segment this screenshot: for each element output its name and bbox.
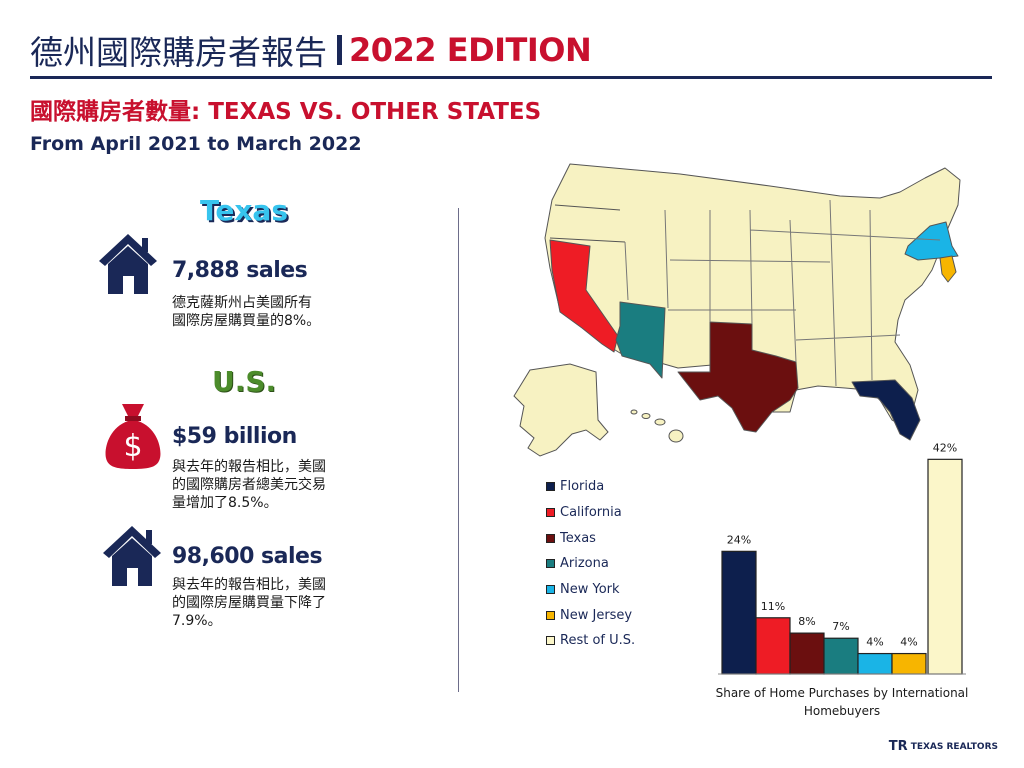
map-state-new-jersey xyxy=(939,255,957,283)
legend-swatch xyxy=(546,482,555,492)
us-dollar-desc-line: 與去年的報告相比，美國 xyxy=(172,459,326,475)
map-state-california xyxy=(549,239,619,353)
bar-value-label: 7% xyxy=(832,620,849,633)
map-state-alaska xyxy=(513,363,609,457)
chart-caption-line: Homebuyers xyxy=(803,704,881,718)
texas-desc-line: 德克薩斯州占美國所有 xyxy=(172,295,312,311)
subtitle: 國際購房者數量: TEXAS VS. OTHER STATES xyxy=(30,99,542,125)
map-state-new-york xyxy=(904,221,959,261)
legend-label: Rest of U.S. xyxy=(560,633,636,649)
bar-value-label: 11% xyxy=(761,600,785,613)
texas-heading: Texas xyxy=(200,194,288,227)
bar-value-label: 4% xyxy=(900,636,917,649)
bar-value-label: 24% xyxy=(727,533,751,546)
legend-swatch xyxy=(546,559,555,569)
legend-label: New Jersey xyxy=(560,607,633,623)
us-sales-description: 與去年的報告相比，美國 的國際房屋購買量下降了 7.9%。 xyxy=(172,576,326,630)
texas-realtors-logo[interactable]: TR TEXAS REALTORS xyxy=(889,739,998,754)
legend-item: Florida xyxy=(546,474,635,500)
bar-texas xyxy=(789,632,825,675)
us-sales-desc-line: 7.9%。 xyxy=(172,613,222,629)
realtors-logo-text: TEXAS REALTORS xyxy=(910,741,998,752)
legend-swatch xyxy=(546,610,555,620)
realtors-logo-mark: TR xyxy=(888,739,908,754)
us-dollar-description: 與去年的報告相比，美國 的國際購房者總美元交易 量增加了8.5%。 xyxy=(172,458,326,512)
us-sales-desc-line: 與去年的報告相比，美國 xyxy=(172,577,326,593)
legend-swatch xyxy=(546,508,555,518)
legend-swatch xyxy=(546,636,555,646)
us-dollar-desc-line: 的國際購房者總美元交易 xyxy=(172,477,326,493)
legend-item: New Jersey xyxy=(546,602,635,628)
texas-sales: 7,888 sales xyxy=(172,258,308,283)
bar-new-york xyxy=(857,652,893,675)
bar-rest-of-u-s xyxy=(927,458,963,675)
legend-label: Florida xyxy=(560,479,605,495)
bar-value-label: 8% xyxy=(798,615,815,628)
us-dollar-volume: $59 billion xyxy=(172,424,297,449)
us-sales: 98,600 sales xyxy=(172,544,323,569)
bar-value-label: 4% xyxy=(866,636,883,649)
map-state-arizona xyxy=(615,301,666,379)
us-heading: U.S. xyxy=(212,365,277,398)
us-sales-desc-line: 的國際房屋購買量下降了 xyxy=(172,595,326,611)
legend-item: Texas xyxy=(546,525,635,551)
legend-swatch xyxy=(546,533,555,543)
legend-label: New York xyxy=(560,582,620,598)
title-chinese: 德州國際購房者報告 xyxy=(30,33,327,72)
section-divider xyxy=(458,208,459,692)
bar-arizona xyxy=(823,637,859,675)
bar-chart: 24% 11% 8% 7% 4% 4% 42% xyxy=(718,441,966,675)
money-bag-icon: $ xyxy=(105,404,161,469)
title-separator xyxy=(337,35,342,65)
us-map xyxy=(513,163,961,457)
us-dollar-desc-line: 量增加了8.5%。 xyxy=(172,495,278,511)
house-icon xyxy=(99,234,157,294)
bar-california xyxy=(755,617,791,675)
legend-item: Rest of U.S. xyxy=(546,628,635,654)
texas-description: 德克薩斯州占美國所有 國際房屋購買量的8%。 xyxy=(172,294,320,330)
bar-florida xyxy=(721,550,757,675)
bar-new-jersey xyxy=(891,652,927,675)
map-state-hawaii xyxy=(630,409,684,443)
texas-desc-line: 國際房屋購買量的8%。 xyxy=(172,313,321,329)
map-state-florida xyxy=(851,379,921,441)
title-edition: 2022 EDITION xyxy=(349,31,592,69)
legend-item: California xyxy=(546,500,635,526)
date-range: From April 2021 to March 2022 xyxy=(30,133,362,155)
header-rule xyxy=(30,76,992,79)
legend-item: Arizona xyxy=(546,551,635,577)
map-state-texas xyxy=(677,321,799,433)
chart-legend: Florida California Texas Arizona New York New… xyxy=(546,474,635,654)
chart-caption: Share of Home Purchases by International… xyxy=(706,684,978,720)
legend-label: California xyxy=(560,505,622,521)
legend-item: New York xyxy=(546,577,635,603)
legend-swatch xyxy=(546,585,555,595)
bar-value-label: 42% xyxy=(933,441,957,454)
money-bag-symbol: $ xyxy=(123,429,142,464)
legend-label: Texas xyxy=(560,530,596,546)
house-icon xyxy=(103,526,161,586)
chart-caption-line: Share of Home Purchases by International xyxy=(715,686,969,700)
legend-label: Arizona xyxy=(560,556,609,572)
report-title: 德州國際購房者報告 2022 EDITION xyxy=(30,30,592,72)
